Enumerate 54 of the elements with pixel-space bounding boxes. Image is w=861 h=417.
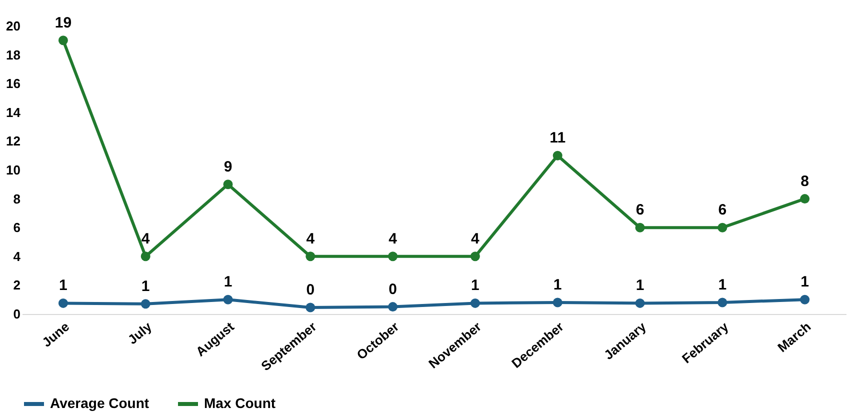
- point: [223, 180, 233, 190]
- data-label: 1: [553, 276, 562, 294]
- point: [306, 302, 316, 312]
- y-tick-label: 8: [13, 191, 20, 206]
- point: [718, 222, 728, 232]
- point: [388, 302, 398, 312]
- data-label: 19: [54, 14, 72, 32]
- point: [140, 299, 150, 309]
- legend-label: Max Count: [204, 395, 276, 411]
- y-tick-label: 0: [13, 306, 20, 322]
- y-tick-label: 10: [6, 162, 20, 178]
- point: [718, 298, 728, 308]
- data-label: 8: [800, 172, 809, 190]
- y-tick-label: 14: [6, 104, 22, 120]
- data-label: 9: [224, 158, 232, 176]
- y-tick-label: 4: [13, 248, 22, 264]
- point: [552, 150, 562, 160]
- data-label: 4: [388, 230, 398, 248]
- data-label: 1: [636, 277, 644, 294]
- data-label: 1: [800, 274, 809, 291]
- y-tick-label: 16: [6, 76, 20, 92]
- point: [223, 294, 233, 304]
- data-label: 1: [718, 276, 727, 294]
- y-tick-label: 6: [13, 220, 20, 236]
- data-label: 11: [550, 130, 566, 147]
- data-label: 1: [141, 278, 150, 295]
- point: [140, 252, 150, 262]
- point: [58, 298, 68, 308]
- point: [800, 294, 810, 304]
- point: [388, 252, 398, 262]
- point: [635, 222, 645, 232]
- data-label: 0: [388, 280, 397, 298]
- legend-label: Average Count: [50, 395, 150, 411]
- y-tick-label: 12: [6, 134, 20, 149]
- data-label: 1: [59, 277, 68, 294]
- y-tick-label: 18: [6, 47, 20, 62]
- data-label: 4: [141, 230, 150, 248]
- point: [470, 252, 480, 262]
- point: [552, 298, 562, 308]
- point: [635, 298, 645, 308]
- y-tick-label: 2: [13, 278, 20, 293]
- data-label: 4: [306, 230, 316, 248]
- data-label: 0: [306, 282, 315, 299]
- data-label: 1: [471, 277, 480, 294]
- point: [800, 194, 810, 204]
- point: [470, 298, 480, 308]
- point: [306, 252, 316, 262]
- data-label: 6: [718, 202, 727, 219]
- data-label: 6: [636, 202, 644, 219]
- point: [58, 36, 68, 46]
- data-label: 1: [224, 274, 232, 291]
- x-tick-label: July: [124, 318, 156, 348]
- data-label: 4: [471, 230, 480, 248]
- y-tick-label: 20: [6, 18, 20, 34]
